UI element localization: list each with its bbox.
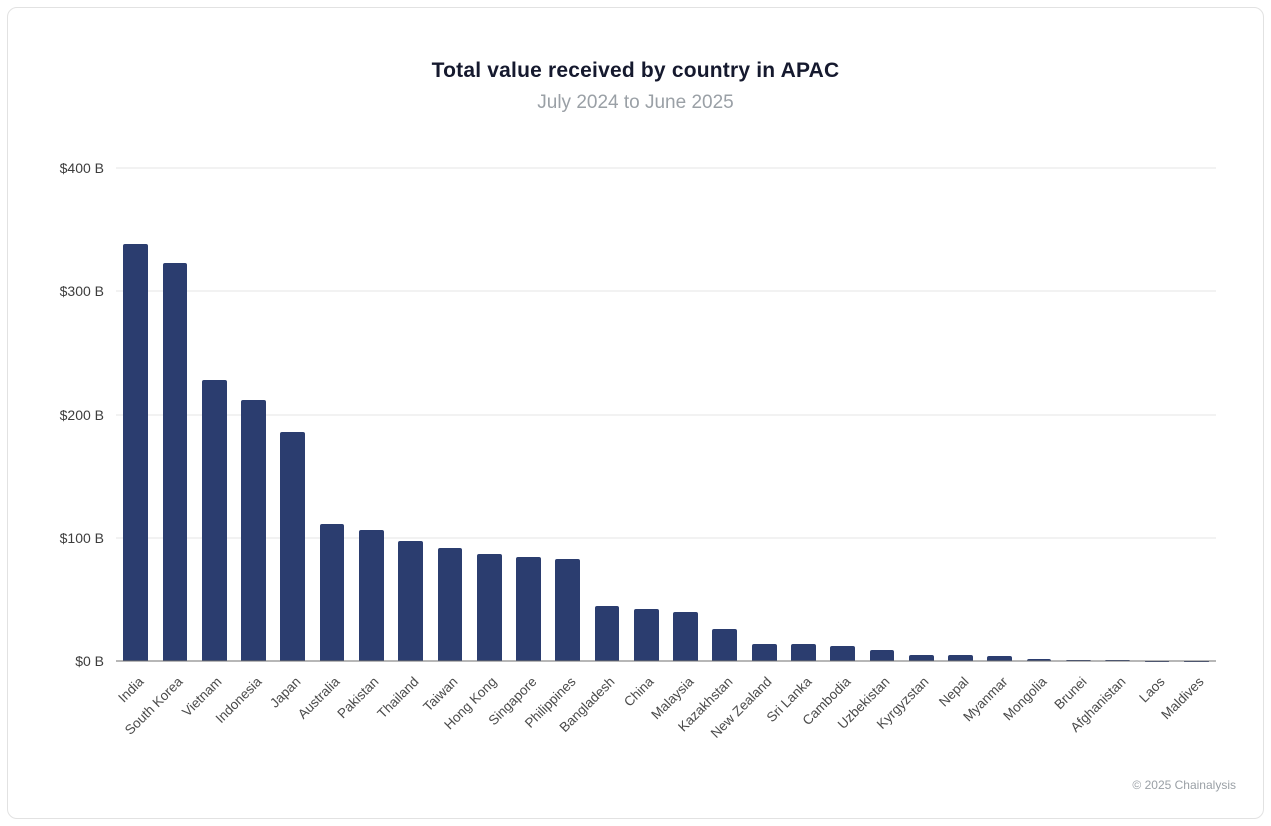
gridline (116, 414, 1216, 415)
bar-column (391, 168, 430, 661)
bar-column (195, 168, 234, 661)
y-axis-labels: $0 B $100 B $200 B $300 B $400 B (60, 160, 1216, 669)
x-axis-labels: India South Korea Vietnam Indonesia Japan Aus… (114, 662, 1216, 782)
gridline (116, 537, 1216, 539)
bar (830, 646, 856, 661)
bar-column (470, 168, 509, 661)
bar (398, 541, 423, 661)
x-tick-label: Maldives (1158, 674, 1207, 723)
x-axis-line (116, 660, 1216, 662)
x-tick-label: Japan (266, 674, 304, 711)
bar (241, 399, 266, 661)
bar-column (116, 168, 155, 661)
y-tick-label: $200 B (59, 406, 104, 423)
bar-column (587, 168, 626, 661)
bar (437, 547, 463, 661)
bar-column (548, 168, 587, 661)
bar (869, 649, 895, 661)
y-tick-label: $300 B (59, 283, 104, 300)
bar-column (1177, 168, 1216, 661)
bar (516, 557, 541, 661)
bar-column (1137, 168, 1176, 661)
x-tick-label: Thailand (374, 674, 422, 722)
chart-subtitle: July 2024 to June 2025 (537, 92, 734, 113)
bar (751, 643, 777, 661)
bar-column (745, 168, 784, 661)
bar (280, 431, 306, 661)
bar-column (234, 168, 273, 661)
bar-column (784, 168, 823, 661)
x-tick-label: Australia (294, 674, 343, 722)
plot-area (116, 168, 1216, 661)
bar-column (980, 168, 1019, 661)
bar-column (155, 168, 194, 661)
bar (201, 380, 227, 661)
bar-column (509, 168, 548, 661)
y-tick-label: $400 B (59, 160, 104, 176)
bar-column (941, 168, 980, 661)
bar-column (1019, 168, 1058, 661)
bar (594, 605, 620, 661)
bar-column (823, 168, 862, 661)
bar-column (1098, 168, 1137, 661)
bar (123, 244, 148, 661)
bar-column (705, 168, 744, 661)
chart-title: Total value received by country in APAC (431, 59, 840, 82)
x-tick-label: India (114, 674, 147, 706)
bar (633, 609, 659, 661)
bar-column (902, 168, 941, 661)
gridlines (116, 167, 1216, 662)
x-tick-label: Brunei (1050, 674, 1090, 713)
chart-card: Total value received by country in APAC … (7, 7, 1264, 819)
bar-column (1059, 168, 1098, 661)
x-tick-label: China (621, 674, 657, 710)
bar-column (430, 168, 469, 661)
bar (555, 558, 581, 661)
bar (358, 530, 384, 661)
bar-column (273, 168, 312, 661)
bar (908, 654, 934, 661)
bar (1026, 659, 1052, 661)
bar-column (862, 168, 901, 661)
x-tick-label: Laos (1136, 674, 1168, 706)
x-tick-label: Nepal (935, 674, 972, 710)
bar-chart: $0 B $100 B $200 B $300 B $400 B India South … (60, 160, 1216, 741)
gridline (116, 167, 1216, 169)
bar (162, 262, 188, 661)
copyright-attribution: © 2025 Chainalysis (1132, 778, 1236, 792)
bar-column (352, 168, 391, 661)
x-tick-label: Pakistan (334, 674, 382, 722)
bar (673, 611, 698, 661)
bar-column (666, 168, 705, 661)
bar-column (627, 168, 666, 661)
gridline (116, 290, 1216, 292)
y-tick-label: $0 B (75, 653, 104, 669)
bar (712, 628, 738, 661)
y-tick-label: $100 B (59, 529, 104, 546)
bar (948, 654, 973, 661)
bar (987, 656, 1013, 661)
bar (319, 524, 345, 661)
bar (476, 553, 502, 661)
bar-column (312, 168, 351, 661)
bar (791, 643, 816, 661)
